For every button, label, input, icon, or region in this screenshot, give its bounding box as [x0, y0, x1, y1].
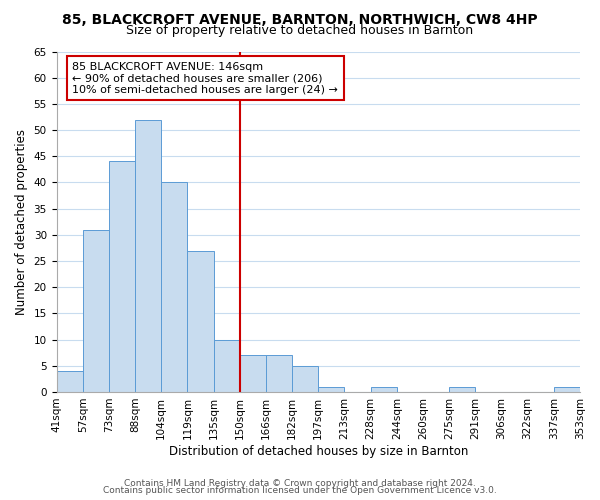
- Bar: [292, 366, 318, 392]
- Bar: [214, 340, 240, 392]
- Bar: [240, 356, 266, 392]
- Bar: [318, 386, 344, 392]
- Text: Contains HM Land Registry data © Crown copyright and database right 2024.: Contains HM Land Registry data © Crown c…: [124, 478, 476, 488]
- X-axis label: Distribution of detached houses by size in Barnton: Distribution of detached houses by size …: [169, 444, 468, 458]
- Bar: [371, 386, 397, 392]
- Bar: [161, 182, 187, 392]
- Bar: [187, 250, 214, 392]
- Y-axis label: Number of detached properties: Number of detached properties: [15, 128, 28, 314]
- Text: 85, BLACKCROFT AVENUE, BARNTON, NORTHWICH, CW8 4HP: 85, BLACKCROFT AVENUE, BARNTON, NORTHWIC…: [62, 12, 538, 26]
- Bar: [449, 386, 475, 392]
- Text: Size of property relative to detached houses in Barnton: Size of property relative to detached ho…: [127, 24, 473, 37]
- Bar: [109, 162, 135, 392]
- Bar: [266, 356, 292, 392]
- Text: Contains public sector information licensed under the Open Government Licence v3: Contains public sector information licen…: [103, 486, 497, 495]
- Bar: [554, 386, 580, 392]
- Bar: [135, 120, 161, 392]
- Bar: [83, 230, 109, 392]
- Bar: [56, 371, 83, 392]
- Text: 85 BLACKCROFT AVENUE: 146sqm
← 90% of detached houses are smaller (206)
10% of s: 85 BLACKCROFT AVENUE: 146sqm ← 90% of de…: [72, 62, 338, 95]
